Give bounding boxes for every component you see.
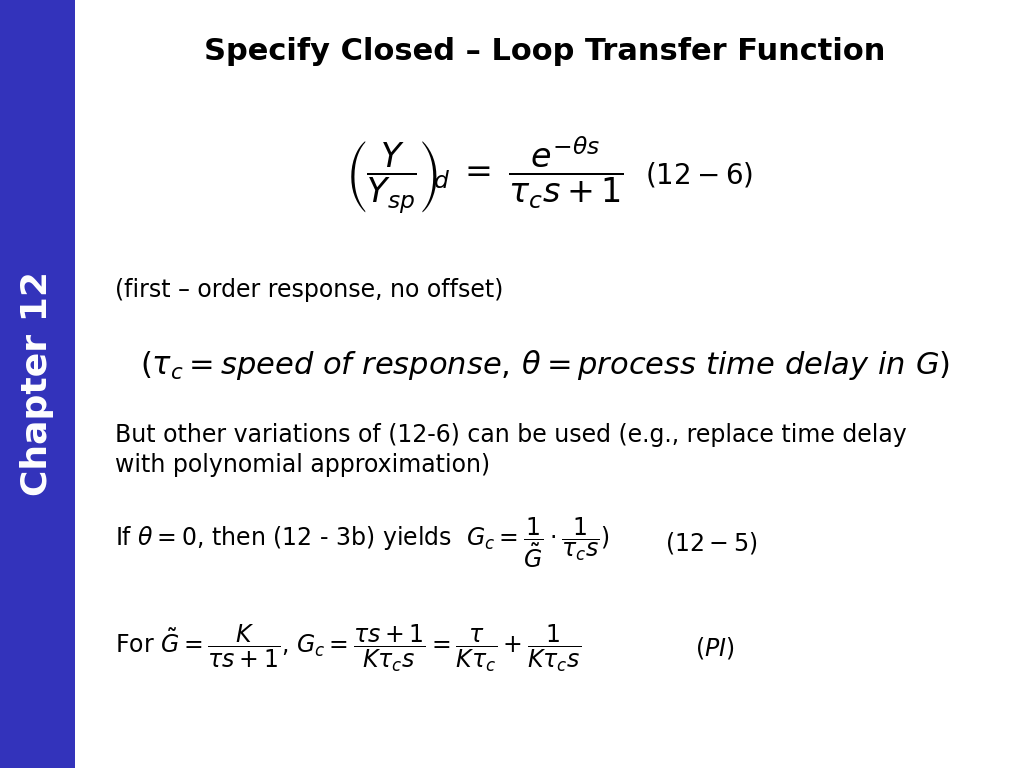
- Bar: [0, 0, 75, 768]
- Text: $\left(\dfrac{Y}{Y_{sp}}\right)_{\!\!d}\; =\; \dfrac{e^{-\theta s}}{\tau_c s + 1: $\left(\dfrac{Y}{Y_{sp}}\right)_{\!\!d}\…: [345, 134, 624, 216]
- Text: $\left(\tau_c = \mathit{speed\ of\ response},\,\theta = \mathit{process\ time\ d: $\left(\tau_c = \mathit{speed\ of\ respo…: [139, 348, 949, 382]
- Text: For $\tilde{G} = \dfrac{K}{\tau s+1}$, $G_c = \dfrac{\tau s+1}{K\tau_c s} = \dfr: For $\tilde{G} = \dfrac{K}{\tau s+1}$, $…: [115, 622, 581, 674]
- Text: with polynomial approximation): with polynomial approximation): [115, 453, 490, 477]
- Text: $(PI)$: $(PI)$: [695, 635, 734, 661]
- Text: If $\theta=0$, then (12 - 3b) yields  $G_c =\dfrac{1}{\tilde{G}}\cdot\dfrac{1}{\: If $\theta=0$, then (12 - 3b) yields $G_…: [115, 516, 609, 570]
- Text: (first – order response, no offset): (first – order response, no offset): [115, 278, 504, 302]
- Text: Specify Closed – Loop Transfer Function: Specify Closed – Loop Transfer Function: [204, 38, 885, 67]
- Text: Chapter 12: Chapter 12: [20, 272, 54, 496]
- Text: $(12 - 5)$: $(12 - 5)$: [665, 530, 758, 556]
- Text: $(12-6)$: $(12-6)$: [645, 161, 754, 190]
- Text: But other variations of (12-6) can be used (e.g., replace time delay: But other variations of (12-6) can be us…: [115, 423, 906, 447]
